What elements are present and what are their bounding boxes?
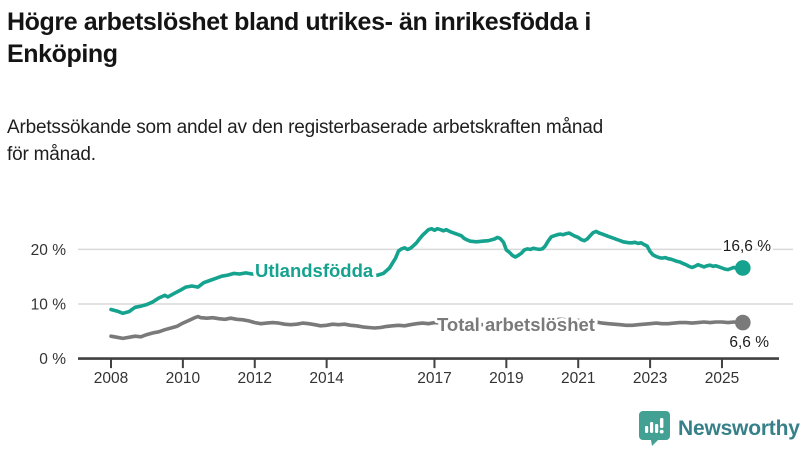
newsworthy-bubble-barchart-icon (639, 411, 670, 446)
series-endpoint-dot-total (735, 314, 751, 331)
newsworthy-wordmark: Newsworthy (678, 416, 800, 440)
x-tick-label-2017: 2017 (417, 370, 451, 387)
page-title-line2: Enköping (7, 40, 118, 68)
newsworthy-logo: Newsworthy (638, 410, 800, 447)
y-tick-label-20: 20 % (31, 242, 67, 259)
chart-subtitle-line2: för månad. (7, 143, 96, 165)
page-title-line1: Högre arbetslöshet bland utrikes- än inr… (7, 8, 591, 36)
y-tick-label-10: 10 % (31, 297, 67, 314)
x-tick-label-2019: 2019 (489, 370, 523, 387)
x-tick-label-2010: 2010 (166, 370, 201, 387)
end-value-label-utlandsfodda: 16,6 % (723, 238, 771, 255)
x-tick-label-2014: 2014 (309, 370, 344, 387)
series-label-total: Total arbetslöshet (437, 314, 595, 335)
page-title: Högre arbetslöshet bland utrikes- än inr… (7, 6, 591, 70)
x-tick-label-2021: 2021 (561, 370, 595, 387)
x-tick-label-2025: 2025 (705, 370, 739, 387)
chart-subtitle: Arbetssökande som andel av den registerb… (7, 115, 603, 169)
chart-subtitle-line1: Arbetssökande som andel av den registerb… (7, 117, 604, 138)
series-endpoint-dot-utlandsfodda (735, 260, 751, 276)
y-tick-label-0: 0 % (39, 351, 66, 368)
series-label-utlandsfodda: Utlandsfödda (255, 260, 374, 281)
x-tick-label-2012: 2012 (238, 370, 272, 387)
series-line-total (109, 314, 745, 341)
x-tick-label-2008: 2008 (94, 370, 128, 387)
x-tick-label-2023: 2023 (633, 370, 667, 387)
end-value-label-total: 6,6 % (729, 334, 769, 351)
series-line-utlandsfodda (109, 226, 745, 316)
